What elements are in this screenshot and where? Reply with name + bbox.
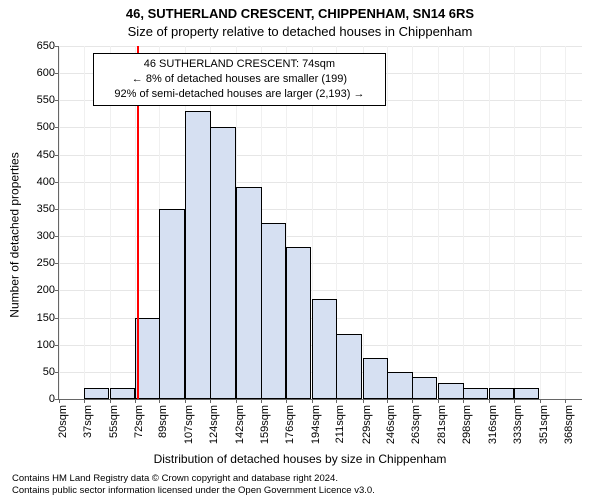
- y-tick-label: 200: [37, 284, 59, 296]
- chart-container: 46, SUTHERLAND CRESCENT, CHIPPENHAM, SN1…: [0, 0, 600, 500]
- chart-title-address: 46, SUTHERLAND CRESCENT, CHIPPENHAM, SN1…: [0, 6, 600, 21]
- y-tick-label: 550: [37, 94, 59, 106]
- gridline-v: [565, 46, 566, 399]
- annotation-line3: 92% of semi-detached houses are larger (…: [100, 87, 379, 102]
- gridline-v: [84, 46, 85, 399]
- histogram-bar: [489, 388, 514, 399]
- gridline-v: [412, 46, 413, 399]
- histogram-bar: [210, 127, 235, 399]
- histogram-bar: [261, 223, 286, 400]
- plot-area: 0501001502002503003504004505005506006502…: [58, 46, 582, 400]
- gridline-v: [463, 46, 464, 399]
- gridline-v: [489, 46, 490, 399]
- y-axis-label: Number of detached properties: [6, 50, 24, 420]
- x-tick-label: 20sqm: [57, 372, 69, 405]
- y-tick-label: 350: [37, 203, 59, 215]
- x-tick-label: 333sqm: [512, 366, 524, 405]
- annotation-box: 46 SUTHERLAND CRESCENT: 74sqm ← 8% of de…: [93, 53, 386, 106]
- histogram-bar: [286, 247, 311, 399]
- gridline-v: [438, 46, 439, 399]
- x-tick-label: 316sqm: [487, 366, 499, 405]
- x-axis-label: Distribution of detached houses by size …: [0, 452, 600, 466]
- histogram-bar: [387, 372, 412, 399]
- footer-line1: Contains HM Land Registry data © Crown c…: [12, 473, 600, 485]
- footer-line2: Contains public sector information licen…: [12, 485, 600, 497]
- histogram-bar: [236, 187, 261, 399]
- y-tick-label: 250: [37, 257, 59, 269]
- y-tick-label: 650: [37, 40, 59, 52]
- y-tick-label: 300: [37, 230, 59, 242]
- histogram-bar: [363, 358, 388, 399]
- y-tick-label: 150: [37, 312, 59, 324]
- chart-title-subtitle: Size of property relative to detached ho…: [0, 24, 600, 39]
- y-tick-label: 600: [37, 67, 59, 79]
- gridline-v: [59, 46, 60, 399]
- histogram-bar: [159, 209, 184, 399]
- histogram-bar: [110, 388, 135, 399]
- histogram-bar: [84, 388, 109, 399]
- footer: Contains HM Land Registry data © Crown c…: [0, 473, 600, 497]
- y-tick-label: 100: [37, 339, 59, 351]
- x-tick-label: 368sqm: [563, 366, 575, 405]
- x-tick-label: 351sqm: [538, 366, 550, 405]
- gridline-v: [387, 46, 388, 399]
- histogram-bar: [438, 383, 463, 399]
- histogram-bar: [185, 111, 210, 399]
- y-tick-label: 450: [37, 149, 59, 161]
- y-tick-label: 400: [37, 176, 59, 188]
- histogram-bar: [336, 334, 361, 399]
- gridline-v: [514, 46, 515, 399]
- annotation-line2: ← 8% of detached houses are smaller (199…: [100, 72, 379, 87]
- gridline-v: [540, 46, 541, 399]
- annotation-line1: 46 SUTHERLAND CRESCENT: 74sqm: [100, 57, 379, 72]
- histogram-bar: [412, 377, 437, 399]
- histogram-bar: [463, 388, 488, 399]
- histogram-bar: [312, 299, 337, 399]
- y-tick-label: 500: [37, 121, 59, 133]
- histogram-bar: [514, 388, 539, 399]
